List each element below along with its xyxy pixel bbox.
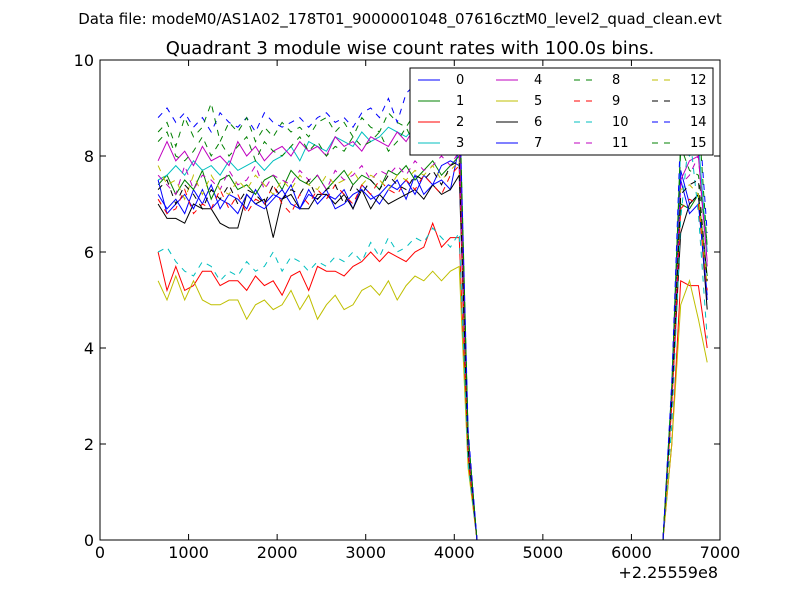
x-tick-label: 7000 <box>700 543 741 562</box>
legend-label-14: 14 <box>690 115 707 130</box>
legend-label-2: 2 <box>456 115 464 130</box>
legend-label-12: 12 <box>690 73 707 88</box>
legend-label-0: 0 <box>456 73 464 88</box>
chart-title: Quadrant 3 module wise count rates with … <box>166 38 655 59</box>
x-tick-label: 5000 <box>522 543 563 562</box>
y-tick-label: 10 <box>74 51 94 70</box>
legend-label-5: 5 <box>534 94 542 109</box>
x-tick-label: 4000 <box>434 543 475 562</box>
series-line-10 <box>157 131 708 541</box>
figure-suptitle: Data file: modeM0/AS1A02_178T01_90000010… <box>78 10 722 29</box>
x-tick-label: 1000 <box>168 543 209 562</box>
x-tick-label: 6000 <box>611 543 652 562</box>
y-tick-label: 2 <box>84 435 94 454</box>
legend-label-3: 3 <box>456 136 464 151</box>
x-tick-label: 2000 <box>257 543 298 562</box>
legend-label-11: 11 <box>612 136 629 151</box>
legend-label-4: 4 <box>534 73 542 88</box>
legend-label-15: 15 <box>690 136 707 151</box>
legend-label-7: 7 <box>534 136 542 151</box>
legend-label-10: 10 <box>612 115 629 130</box>
x-tick-label: 3000 <box>345 543 386 562</box>
legend-label-6: 6 <box>534 115 542 130</box>
legend-label-9: 9 <box>612 94 620 109</box>
legend-label-13: 13 <box>690 94 707 109</box>
y-tick-label: 8 <box>84 147 94 166</box>
y-tick-label: 0 <box>84 531 94 550</box>
legend-label-8: 8 <box>612 73 620 88</box>
axes-frame <box>99 59 721 541</box>
y-tick-label: 4 <box>84 339 94 358</box>
legend-label-1: 1 <box>456 94 464 109</box>
x-tick-label: 0 <box>95 543 105 562</box>
legend-box <box>409 67 714 156</box>
y-tick-label: 6 <box>84 243 94 262</box>
x-offset-label: +2.25559e8 <box>618 563 718 582</box>
